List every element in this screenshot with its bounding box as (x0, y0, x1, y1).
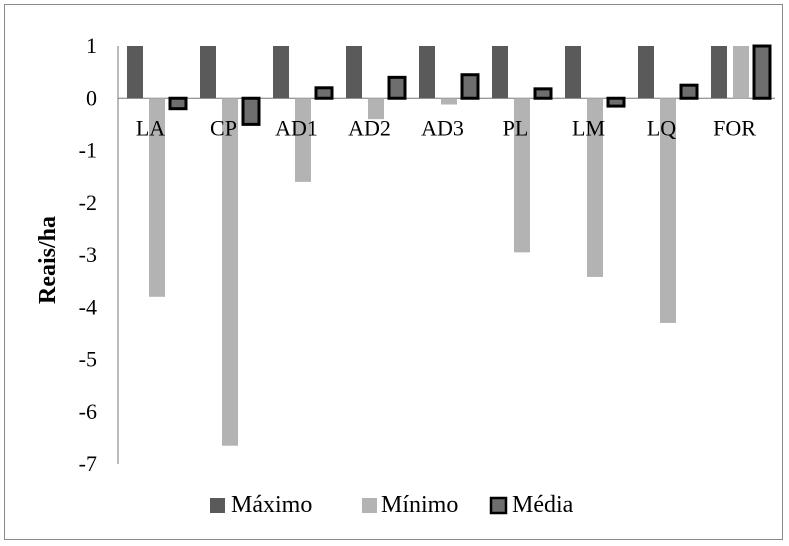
chart-frame: 1 0 -1 -2 -3 -4 -5 -6 -7 LA CP AD1 AD2 AD3 PL LM LQ FOR R… (4, 4, 783, 540)
x-tick-label: AD1 (275, 115, 318, 140)
bar-mdia-cp (241, 96, 261, 126)
legend-label: Mínimo (381, 492, 458, 518)
bar-mximo-ad1 (273, 46, 289, 99)
y-tick-label: -7 (79, 451, 97, 476)
labels: 1 0 -1 -2 -3 -4 -5 -6 -7 LA CP AD1 AD2 AD3 PL LM LQ FOR (79, 33, 757, 476)
legend: Máximo Mínimo Média (210, 492, 574, 518)
bar-mximo-cp (200, 46, 216, 99)
y-tick-label: -3 (79, 242, 97, 267)
bar-mximo-ad3 (419, 46, 435, 99)
bar-chart: 1 0 -1 -2 -3 -4 -5 -6 -7 LA CP AD1 AD2 AD3 PL LM LQ FOR R… (35, 33, 775, 518)
y-tick-label: -5 (79, 347, 97, 372)
x-tick-label: PL (503, 115, 529, 140)
bar-mnimo-ad3 (441, 98, 457, 105)
legend-swatch-1 (362, 498, 377, 513)
bar-mnimo-ad1 (295, 98, 311, 182)
x-tick-label: AD2 (348, 115, 391, 140)
bar-mdia-for (752, 44, 772, 100)
x-tick-label: CP (210, 115, 237, 140)
bar-mnimo-la (149, 98, 165, 297)
legend-label: Máximo (231, 492, 312, 518)
bar-mximo-lq (638, 46, 654, 99)
bar-mnimo-ad2 (368, 98, 384, 120)
axes (117, 46, 775, 464)
bar-mdia-ad2 (387, 75, 407, 100)
x-tick-label: LA (136, 115, 165, 140)
bar-mximo-pl (492, 46, 508, 99)
bar-mdia-ad3 (460, 73, 480, 100)
bar-mnimo-lq (660, 98, 676, 323)
x-tick-label: FOR (713, 115, 756, 140)
bar-mdia-lm (606, 96, 626, 108)
y-tick-label: -1 (79, 138, 97, 163)
bar-mximo-la (127, 46, 143, 99)
bar-mnimo-lm (587, 98, 603, 277)
y-tick-label: 1 (86, 33, 97, 58)
bar-mnimo-cp (222, 98, 238, 446)
legend-swatch-0 (210, 498, 225, 513)
y-tick-label: -4 (79, 294, 97, 319)
bar-mnimo-for (733, 46, 749, 99)
y-axis-label: Reais/ha (35, 216, 61, 304)
x-tick-label: LM (572, 115, 605, 140)
bar-mdia-lq (679, 83, 699, 100)
bar-mdia-ad1 (314, 86, 334, 100)
bar-mximo-ad2 (346, 46, 362, 99)
bar-mximo-lm (565, 46, 581, 99)
bar-mximo-for (711, 46, 727, 99)
legend-swatch-2 (489, 496, 508, 515)
y-tick-label: -2 (79, 190, 97, 215)
x-tick-label: LQ (647, 115, 676, 140)
bars (127, 44, 772, 446)
bar-mdia-la (168, 96, 188, 111)
bar-mnimo-pl (514, 98, 530, 253)
y-tick-label: -6 (79, 399, 97, 424)
x-tick-label: AD3 (421, 115, 464, 140)
y-tick-label: 0 (86, 85, 97, 110)
bar-mdia-pl (533, 87, 553, 100)
legend-label: Média (512, 492, 574, 518)
